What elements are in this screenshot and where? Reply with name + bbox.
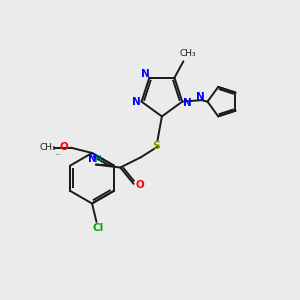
- Text: N: N: [183, 98, 191, 108]
- Text: N: N: [196, 92, 204, 102]
- Text: CH₃: CH₃: [39, 143, 56, 152]
- Text: Cl: Cl: [92, 224, 104, 233]
- Text: methoxy: methoxy: [56, 154, 62, 155]
- Text: O: O: [60, 142, 68, 152]
- Text: N: N: [141, 69, 150, 79]
- Text: N: N: [132, 97, 141, 106]
- Text: O: O: [136, 180, 145, 190]
- Text: H: H: [94, 155, 101, 164]
- Text: CH₃: CH₃: [179, 50, 196, 58]
- Text: N: N: [88, 154, 96, 164]
- Text: S: S: [152, 141, 160, 151]
